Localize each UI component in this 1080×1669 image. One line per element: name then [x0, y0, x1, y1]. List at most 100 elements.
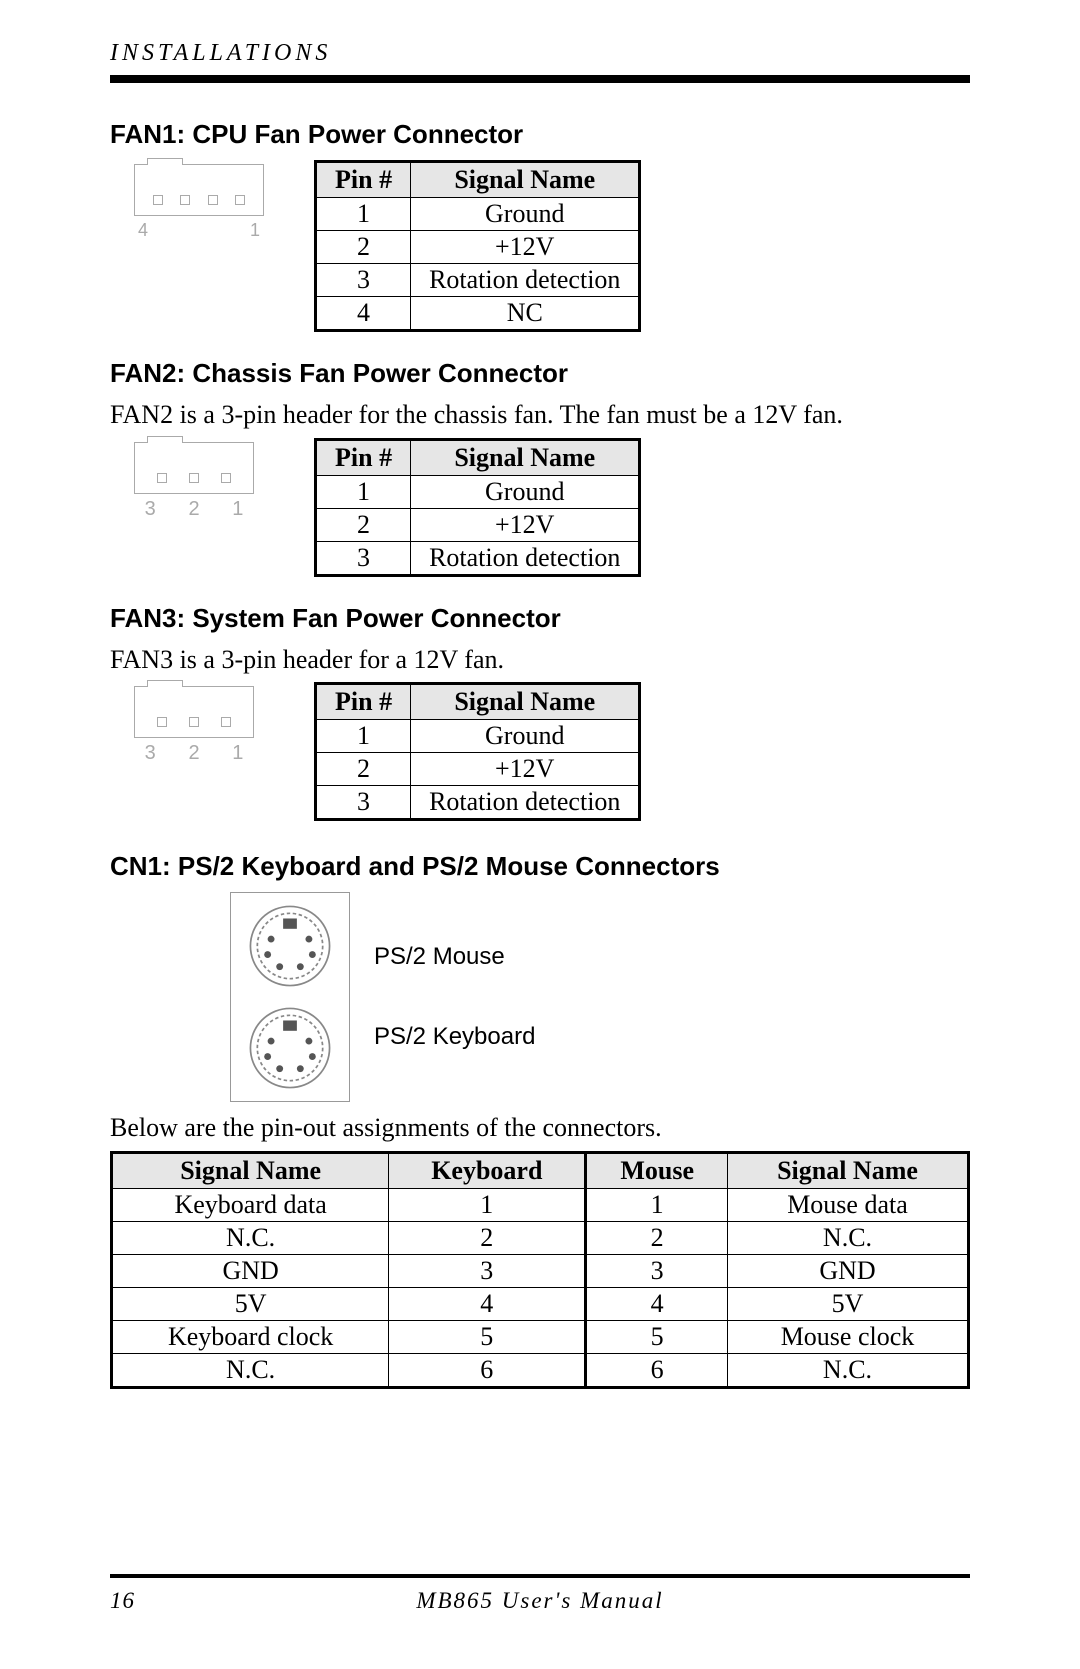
fan3-connector-outline	[134, 686, 254, 738]
cn1-col-3: Signal Name	[727, 1152, 968, 1188]
fan1-pin-2	[208, 195, 218, 205]
cn1-port-labels: PS/2 Mouse PS/2 Keyboard	[374, 943, 535, 1051]
header-section-label: INSTALLATIONS	[110, 40, 970, 67]
cn1-col-2: Mouse	[586, 1152, 728, 1188]
fan3-diagram: 3 2 1	[134, 686, 274, 765]
cn1-block: CN1: PS/2 Keyboard and PS/2 Mouse Connec…	[110, 851, 970, 1389]
table-row: N.C.66N.C.	[112, 1353, 969, 1387]
fan2-pin-3	[157, 473, 167, 483]
table-row: 2+12V	[316, 508, 640, 541]
table-header-row: Pin # Signal Name	[316, 162, 640, 198]
fan2-pin-2	[189, 473, 199, 483]
fan1-connector-outline	[134, 164, 264, 216]
table-row: 3Rotation detection	[316, 786, 640, 820]
table-row: 2+12V	[316, 753, 640, 786]
fan1-label-right: 1	[250, 220, 260, 241]
cell: 1	[316, 720, 411, 753]
fan3-block: FAN3: System Fan Power Connector FAN3 is…	[110, 603, 970, 822]
cell: 1	[586, 1188, 728, 1221]
cell: 6	[586, 1353, 728, 1387]
cell: 3	[586, 1254, 728, 1287]
fan2-col-1: Signal Name	[411, 439, 640, 475]
fan2-table: Pin # Signal Name 1Ground 2+12V 3Rotatio…	[314, 438, 641, 577]
cell: 2	[389, 1221, 586, 1254]
cn1-desc: Below are the pin-out assignments of the…	[110, 1112, 970, 1145]
cell: Ground	[411, 475, 640, 508]
cell: 4	[316, 297, 411, 331]
cell: Ground	[411, 198, 640, 231]
fan3-title: FAN3: System Fan Power Connector	[110, 603, 970, 634]
table-row: Keyboard clock55Mouse clock	[112, 1320, 969, 1353]
header-rule	[110, 75, 970, 83]
cell: 6	[389, 1353, 586, 1387]
table-header-row: Signal Name Keyboard Mouse Signal Name	[112, 1152, 969, 1188]
table-row: 1Ground	[316, 720, 640, 753]
cell: Keyboard data	[112, 1188, 389, 1221]
cell: N.C.	[727, 1353, 968, 1387]
cell: Mouse data	[727, 1188, 968, 1221]
cell: 2	[586, 1221, 728, 1254]
cell: 4	[389, 1287, 586, 1320]
cell: 1	[316, 475, 411, 508]
fan2-title: FAN2: Chassis Fan Power Connector	[110, 358, 970, 389]
fan1-diagram: 4 1	[134, 164, 274, 241]
cn1-col-0: Signal Name	[112, 1152, 389, 1188]
cell: N.C.	[112, 1221, 389, 1254]
cell: +12V	[411, 753, 640, 786]
cell: Keyboard clock	[112, 1320, 389, 1353]
fan3-connector-tab	[147, 680, 183, 687]
cell: Rotation detection	[411, 264, 640, 297]
table-row: 1Ground	[316, 198, 640, 231]
fan2-label-0: 3	[145, 498, 156, 521]
ps2-mouse-label: PS/2 Mouse	[374, 943, 535, 971]
fan3-label-2: 1	[232, 742, 243, 765]
cell: +12V	[411, 231, 640, 264]
cell: N.C.	[112, 1353, 389, 1387]
cell: GND	[727, 1254, 968, 1287]
table-row: Keyboard data11Mouse data	[112, 1188, 969, 1221]
table-row: 1Ground	[316, 475, 640, 508]
table-row: 3Rotation detection	[316, 541, 640, 575]
fan2-pin-1	[221, 473, 231, 483]
fan3-label-0: 3	[145, 742, 156, 765]
footer-row: 16 MB865 User's Manual	[110, 1588, 970, 1614]
fan3-table: Pin # Signal Name 1Ground 2+12V 3Rotatio…	[314, 682, 641, 821]
ps2-keyboard-port-icon	[247, 1005, 333, 1091]
fan1-label-left: 4	[138, 220, 148, 241]
fan1-connector-tab	[147, 158, 183, 165]
cell: NC	[411, 297, 640, 331]
footer-manual-title: MB865 User's Manual	[110, 1588, 970, 1614]
fan3-row: 3 2 1 Pin # Signal Name 1Ground 2+12V 3R…	[110, 682, 970, 821]
fan2-desc: FAN2 is a 3-pin header for the chassis f…	[110, 399, 970, 432]
fan1-col-1: Signal Name	[411, 162, 640, 198]
cell: Rotation detection	[411, 541, 640, 575]
cell: 5V	[727, 1287, 968, 1320]
fan1-pin-1	[235, 195, 245, 205]
ps2-keyboard-label: PS/2 Keyboard	[374, 1023, 535, 1051]
table-row: N.C.22N.C.	[112, 1221, 969, 1254]
cell: 1	[316, 198, 411, 231]
fan1-col-0: Pin #	[316, 162, 411, 198]
cell: 3	[316, 786, 411, 820]
fan2-diagram: 3 2 1	[134, 442, 274, 521]
fan2-pin-labels: 3 2 1	[134, 498, 254, 521]
fan1-table: Pin # Signal Name 1Ground 2+12V 3Rotatio…	[314, 160, 641, 332]
fan1-block: FAN1: CPU Fan Power Connector 4 1	[110, 119, 970, 332]
fan1-title: FAN1: CPU Fan Power Connector	[110, 119, 970, 150]
cell: 5	[389, 1320, 586, 1353]
table-header-row: Pin # Signal Name	[316, 684, 640, 720]
cn1-diagram-row: PS/2 Mouse PS/2 Keyboard	[230, 892, 970, 1102]
cell: 2	[316, 753, 411, 786]
cell: N.C.	[727, 1221, 968, 1254]
cell: GND	[112, 1254, 389, 1287]
page: INSTALLATIONS FAN1: CPU Fan Power Connec…	[0, 0, 1080, 1669]
cn1-title: CN1: PS/2 Keyboard and PS/2 Mouse Connec…	[110, 851, 970, 882]
footer-rule	[110, 1574, 970, 1578]
fan3-col-1: Signal Name	[411, 684, 640, 720]
fan2-label-2: 1	[232, 498, 243, 521]
fan3-pin-1	[221, 717, 231, 727]
cell: 5V	[112, 1287, 389, 1320]
cell: 1	[389, 1188, 586, 1221]
table-row: GND33GND	[112, 1254, 969, 1287]
fan3-col-0: Pin #	[316, 684, 411, 720]
